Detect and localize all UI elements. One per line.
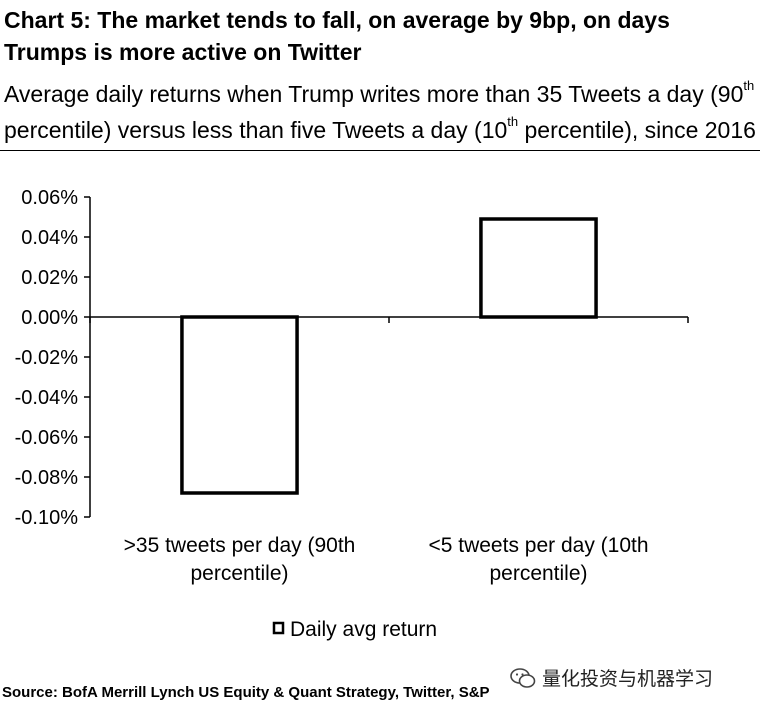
y-tick-label: -0.02% — [15, 347, 79, 369]
x-category-label: >35 tweets per day (90th — [124, 534, 356, 557]
x-category-label: <5 tweets per day (10th — [428, 534, 648, 557]
bar-chart: 0.06% 0.04% 0.02% 0.00% -0.02% -0.04% -0.06% -0… — [15, 187, 689, 641]
subtitle-text-2: percentile) versus less than five Tweets… — [4, 117, 508, 143]
chart-subtitle: Average daily returns when Trump writes … — [4, 76, 756, 148]
header-divider — [0, 150, 760, 151]
subtitle-text-3: percentile), since 2016 — [518, 117, 756, 143]
source-note: Source: BofA Merrill Lynch US Equity & Q… — [2, 684, 490, 701]
subtitle-superscript-2: th — [507, 114, 519, 129]
subtitle-superscript-1: th — [743, 78, 755, 93]
subtitle-text-1: Average daily returns when Trump writes … — [4, 81, 744, 107]
y-tick-label: -0.04% — [15, 387, 79, 409]
legend-label: Daily avg return — [290, 618, 437, 641]
chart-title: Chart 5: The market tends to fall, on av… — [4, 7, 670, 65]
x-category-label: percentile) — [489, 562, 587, 585]
wechat-icon — [510, 667, 536, 688]
y-tick-label: 0.00% — [21, 307, 78, 329]
y-tick-label: -0.08% — [15, 467, 79, 489]
y-tick-label: -0.06% — [15, 427, 79, 449]
watermark: 量化投资与机器学习 — [510, 664, 713, 691]
watermark-text: 量化投资与机器学习 — [542, 668, 714, 690]
y-tick-label: 0.02% — [21, 267, 78, 289]
y-tick-label: 0.04% — [21, 227, 78, 249]
y-tick-label: -0.10% — [15, 507, 79, 529]
legend-swatch — [272, 621, 285, 635]
bar — [180, 315, 299, 495]
y-tick-label: 0.06% — [21, 187, 78, 209]
x-category-label: percentile) — [190, 562, 288, 585]
bar — [479, 217, 598, 319]
